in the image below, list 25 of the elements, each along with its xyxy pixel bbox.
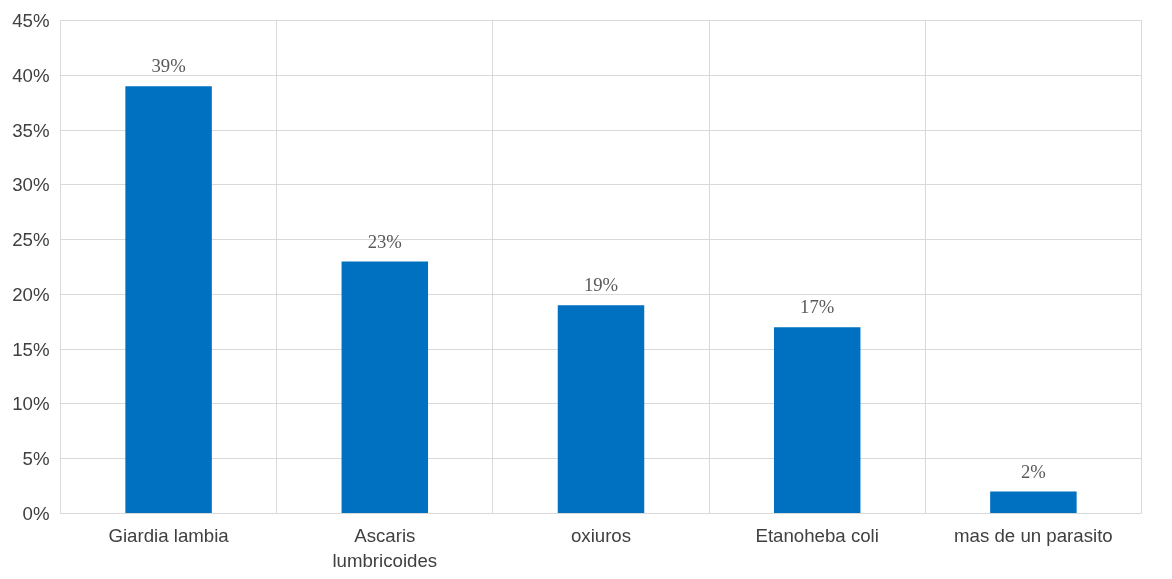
x-tick-label: mas de un parasito <box>954 524 1113 546</box>
bar <box>125 86 212 514</box>
x-tick-label: oxiuros <box>570 524 632 546</box>
x-tick-label: Ascaris lumbricoides <box>332 524 438 571</box>
y-tick-label: 15% <box>12 338 50 360</box>
y-tick-label: 45% <box>12 10 50 31</box>
data-label: 17% <box>800 296 835 318</box>
x-tick-label: Giardia lambia <box>108 524 230 546</box>
y-tick-label: 10% <box>12 393 50 415</box>
x-tick-label: Etanoheba coli <box>755 524 879 546</box>
bar <box>773 327 861 514</box>
data-label: 39% <box>151 55 186 77</box>
y-tick-label: 20% <box>12 283 50 305</box>
y-tick-label: 25% <box>12 229 50 251</box>
data-label: 23% <box>367 230 402 252</box>
data-label: 19% <box>583 274 619 296</box>
y-tick-label: 40% <box>12 64 50 86</box>
bar <box>557 305 645 514</box>
bar <box>341 261 429 514</box>
data-label: 2% <box>1020 460 1046 482</box>
bar <box>990 491 1077 514</box>
y-tick-label: 5% <box>22 448 50 470</box>
y-tick-label: 0% <box>22 503 50 524</box>
y-tick-label: 30% <box>12 174 50 196</box>
y-tick-label: 35% <box>12 119 50 141</box>
